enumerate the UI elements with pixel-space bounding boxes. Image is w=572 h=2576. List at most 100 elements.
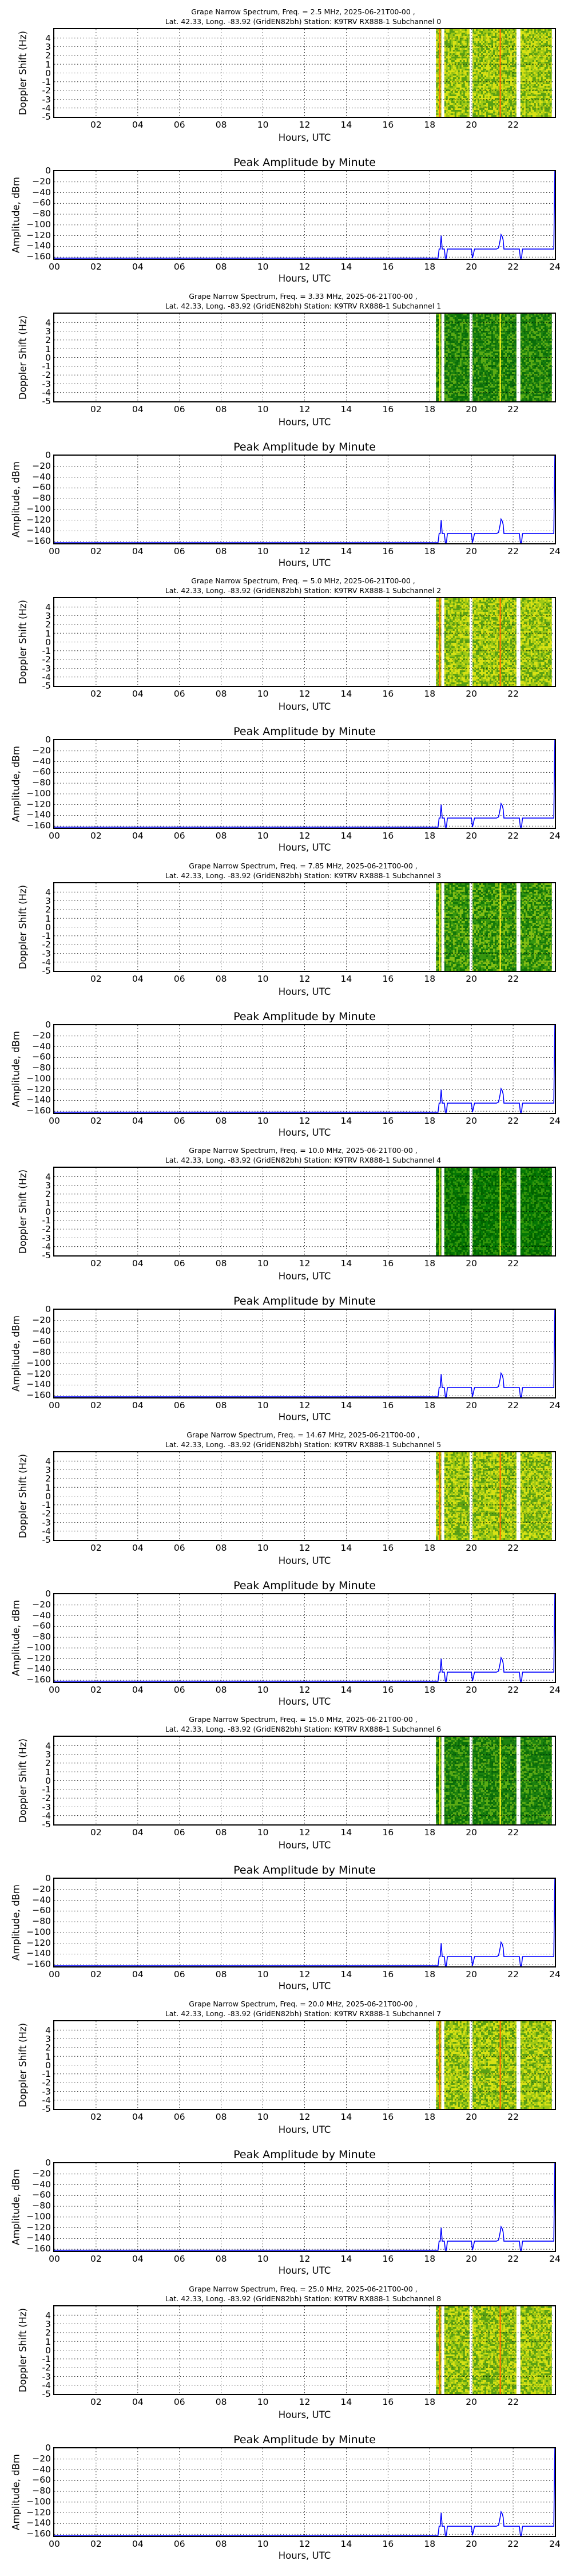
x-tick-label: 16 [382, 546, 394, 556]
y-tick-label: 0 [17, 2346, 51, 2355]
y-tick-label: -3 [17, 1234, 51, 1243]
amplitude-chart-title: Peak Amplitude by Minute [53, 2433, 556, 2446]
x-tick-label: 00 [49, 2254, 60, 2264]
amplitude-plot [53, 2162, 556, 2252]
spectrogram-title-line1: Grape Narrow Spectrum, Freq. = 20.0 MHz,… [0, 1999, 572, 2009]
spectrogram-title-line1: Grape Narrow Spectrum, Freq. = 7.85 MHz,… [0, 861, 572, 871]
amplitude-chart-title: Peak Amplitude by Minute [53, 1295, 556, 1307]
spectrogram-title-line1: Grape Narrow Spectrum, Freq. = 5.0 MHz, … [0, 576, 572, 586]
x-tick-label: 08 [216, 404, 227, 414]
y-tick-label: −140 [17, 526, 51, 535]
y-tick-label: −40 [17, 2465, 51, 2474]
spectrogram-title-line2: Lat. 42.33, Long. -83.92 (GridEN82bh) St… [0, 871, 572, 880]
peak-amplitude-line [54, 740, 555, 828]
y-tick-label: 4 [17, 888, 51, 897]
x-tick-label: 00 [49, 1685, 60, 1695]
x-tick-label: 06 [174, 546, 185, 556]
y-tick-label: 1 [17, 1483, 51, 1492]
x-tick-label: 04 [132, 262, 144, 272]
amplitude-line-chart [54, 1025, 555, 1113]
x-tick-label: 18 [424, 546, 435, 556]
y-tick-label: 3 [17, 1750, 51, 1759]
x-tick-label: 14 [341, 974, 352, 984]
spectrogram-title-line2: Lat. 42.33, Long. -83.92 (GridEN82bh) St… [0, 17, 572, 26]
y-tick-label: −20 [17, 177, 51, 186]
y-tick-label: -4 [17, 388, 51, 397]
spectrogram-title-line2: Lat. 42.33, Long. -83.92 (GridEN82bh) St… [0, 586, 572, 595]
x-tick-label: 20 [466, 120, 477, 130]
amplitude-x-axis-label: Hours, UTC [53, 842, 556, 853]
amplitude-plot [53, 1593, 556, 1683]
x-tick-label: 18 [424, 2254, 435, 2264]
x-tick-label: 08 [216, 1116, 227, 1126]
subchannel-panel: Grape Narrow Spectrum, Freq. = 15.0 MHz,… [0, 1708, 572, 1994]
amplitude-line-chart [54, 456, 555, 543]
x-tick-label: 10 [257, 404, 269, 414]
spectrogram-title-line1: Grape Narrow Spectrum, Freq. = 2.5 MHz, … [0, 7, 572, 17]
y-tick-label: -3 [17, 2372, 51, 2381]
x-tick-label: 16 [382, 2397, 394, 2407]
y-tick-label: -1 [17, 931, 51, 941]
y-tick-label: -5 [17, 113, 51, 122]
x-tick-label: 16 [382, 2112, 394, 2122]
y-tick-label: 4 [17, 2311, 51, 2320]
x-tick-label: 08 [216, 262, 227, 272]
y-tick-label: −40 [17, 757, 51, 766]
x-tick-label: 02 [90, 1827, 102, 1838]
y-tick-label: 1 [17, 629, 51, 638]
x-tick-label: 04 [132, 1258, 144, 1269]
spectrogram-title-line1: Grape Narrow Spectrum, Freq. = 14.67 MHz… [0, 1430, 572, 1440]
x-tick-label: 04 [132, 2112, 144, 2122]
spectrogram-title-line1: Grape Narrow Spectrum, Freq. = 10.0 MHz,… [0, 1145, 572, 1155]
x-tick-label: 04 [132, 404, 144, 414]
x-tick-label: 22 [507, 831, 519, 841]
x-tick-label: 18 [424, 120, 435, 130]
x-tick-label: 12 [299, 1400, 311, 1411]
y-tick-label: −40 [17, 1042, 51, 1051]
x-tick-label: 12 [299, 546, 311, 556]
x-tick-label: 12 [299, 2254, 311, 2264]
y-tick-label: -1 [17, 77, 51, 86]
y-tick-label: -1 [17, 2354, 51, 2364]
x-tick-label: 20 [466, 1543, 477, 1553]
y-tick-label: -5 [17, 397, 51, 406]
y-tick-label: 2 [17, 2044, 51, 2053]
x-tick-label: 08 [216, 1543, 227, 1553]
x-tick-label: 18 [424, 1400, 435, 1411]
y-tick-label: −160 [17, 1390, 51, 1400]
x-tick-label: 10 [257, 262, 269, 272]
y-tick-label: 0 [17, 451, 51, 460]
x-tick-label: 14 [341, 546, 352, 556]
x-tick-label: 06 [174, 2539, 185, 2549]
x-tick-label: 14 [341, 831, 352, 841]
y-tick-label: −40 [17, 472, 51, 481]
y-tick-label: −40 [17, 1611, 51, 1620]
y-tick-label: −40 [17, 188, 51, 197]
x-tick-label: 12 [299, 262, 311, 272]
amplitude-x-axis-label: Hours, UTC [53, 1127, 556, 1138]
y-tick-label: 2 [17, 1190, 51, 1199]
x-tick-label: 18 [424, 689, 435, 699]
y-tick-label: −140 [17, 2234, 51, 2243]
x-tick-label: 22 [507, 2397, 519, 2407]
x-tick-label: 08 [216, 1258, 227, 1269]
amplitude-line-chart [54, 1594, 555, 1682]
y-tick-label: -3 [17, 95, 51, 104]
spectrogram-y-axis-label: Doppler Shift (Hz) [18, 1165, 29, 1257]
y-tick-label: −80 [17, 2486, 51, 2495]
x-tick-label: 00 [49, 1969, 60, 1980]
amplitude-plot [53, 1878, 556, 1967]
amplitude-line-chart [54, 171, 555, 259]
y-tick-label: 4 [17, 1741, 51, 1751]
y-tick-label: -4 [17, 2381, 51, 2390]
x-tick-label: 10 [257, 1543, 269, 1553]
y-tick-label: −140 [17, 1380, 51, 1389]
x-tick-label: 06 [174, 1685, 185, 1695]
x-tick-label: 14 [341, 404, 352, 414]
y-tick-label: -3 [17, 1803, 51, 1812]
spectrogram-title-line2: Lat. 42.33, Long. -83.92 (GridEN82bh) St… [0, 2294, 572, 2304]
y-tick-label: −160 [17, 821, 51, 830]
y-tick-label: −40 [17, 1895, 51, 1905]
y-tick-label: 4 [17, 1172, 51, 1182]
spectrogram-plot [53, 597, 556, 687]
